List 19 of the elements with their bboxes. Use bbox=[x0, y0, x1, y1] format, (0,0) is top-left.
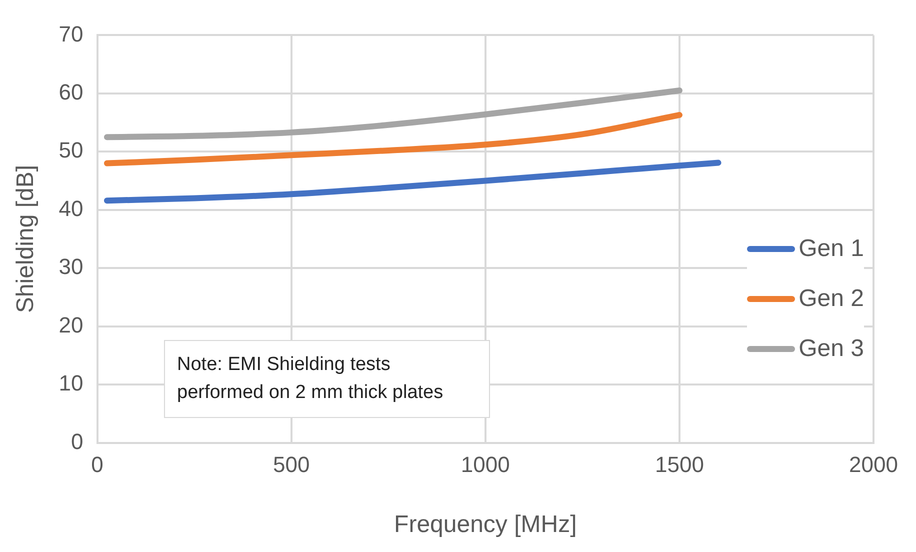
y-tick-label: 60 bbox=[58, 79, 84, 104]
y-tick-label: 0 bbox=[71, 428, 84, 454]
y-tick-label: 50 bbox=[58, 138, 84, 163]
x-tick-label: 1000 bbox=[460, 452, 510, 478]
x-axis-title: Frequency [MHz] bbox=[394, 511, 577, 538]
annotation: Note: EMI Shielding tests performed on 2 mm thick plates bbox=[164, 340, 490, 418]
y-tick-label: 10 bbox=[58, 370, 84, 396]
y-tick-label: 30 bbox=[58, 254, 84, 280]
x-tick-label: 500 bbox=[272, 452, 310, 478]
x-tick-label: 0 bbox=[91, 452, 104, 478]
legend-label: Gen 1 bbox=[798, 235, 864, 263]
x-tick-label: 1500 bbox=[654, 452, 704, 478]
y-tick-label: 70 bbox=[58, 21, 84, 46]
y-tick-label: 40 bbox=[58, 196, 84, 221]
y-tick-label: 20 bbox=[58, 312, 84, 338]
legend-label: Gen 2 bbox=[798, 285, 864, 313]
legend-label: Gen 3 bbox=[798, 335, 864, 363]
y-axis-title: Shielding [dB] bbox=[12, 164, 40, 314]
x-tick-label: 2000 bbox=[849, 452, 898, 478]
